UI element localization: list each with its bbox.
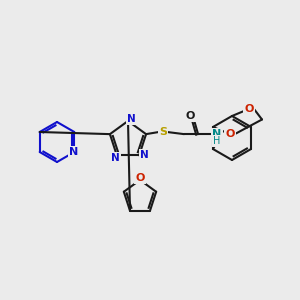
Text: O: O xyxy=(244,104,254,114)
Text: N: N xyxy=(140,150,148,161)
Text: S: S xyxy=(159,127,167,137)
Text: N: N xyxy=(69,147,78,157)
Text: O: O xyxy=(135,173,145,183)
Text: O: O xyxy=(185,111,195,121)
Text: O: O xyxy=(225,129,235,139)
Text: H: H xyxy=(213,136,221,146)
Text: N: N xyxy=(212,129,222,139)
Text: N: N xyxy=(112,153,120,164)
Text: N: N xyxy=(127,114,135,124)
